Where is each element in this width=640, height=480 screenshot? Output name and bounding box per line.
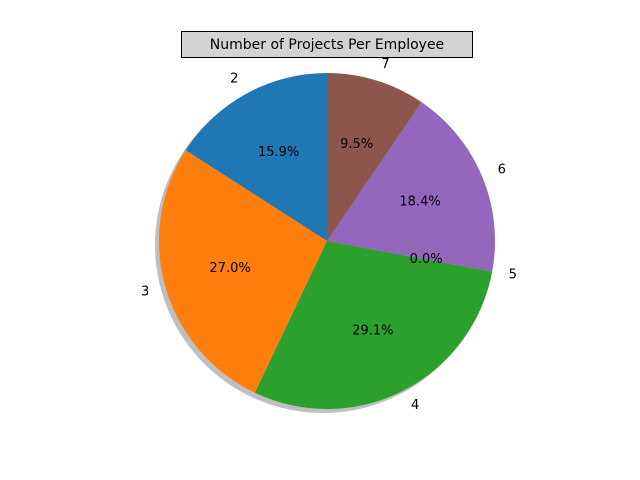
pie-percent-label: 15.9%: [258, 145, 299, 160]
pie-slices: [158, 73, 496, 410]
pie-percent-label: 29.1%: [352, 323, 393, 338]
pie-percent-label: 9.5%: [340, 137, 373, 152]
pie-category-label: 4: [411, 398, 419, 413]
pie-slice-7: [327, 73, 422, 241]
pie-slice-4: [254, 241, 493, 410]
pie-percent-label: 18.4%: [399, 195, 440, 210]
pie-slice-6: [327, 102, 496, 272]
pie-category-label: 7: [381, 57, 389, 72]
pie-category-label: 6: [498, 162, 506, 177]
pie-slice-2: [185, 73, 327, 241]
pie-category-label: 5: [509, 267, 517, 282]
chart-title: Number of Projects Per Employee: [181, 31, 473, 58]
pie-slice-3: [158, 150, 327, 393]
pie-percent-label: 27.0%: [209, 261, 250, 276]
pie-percent-label: 0.0%: [410, 252, 443, 267]
pie-category-label: 2: [230, 71, 238, 86]
pie-category-label: 3: [141, 284, 149, 299]
pie-labels: 2 15.9% 3 27.0% 4 29.1% 5 0.0% 6 18.4% 7 9.5%: [141, 57, 517, 413]
